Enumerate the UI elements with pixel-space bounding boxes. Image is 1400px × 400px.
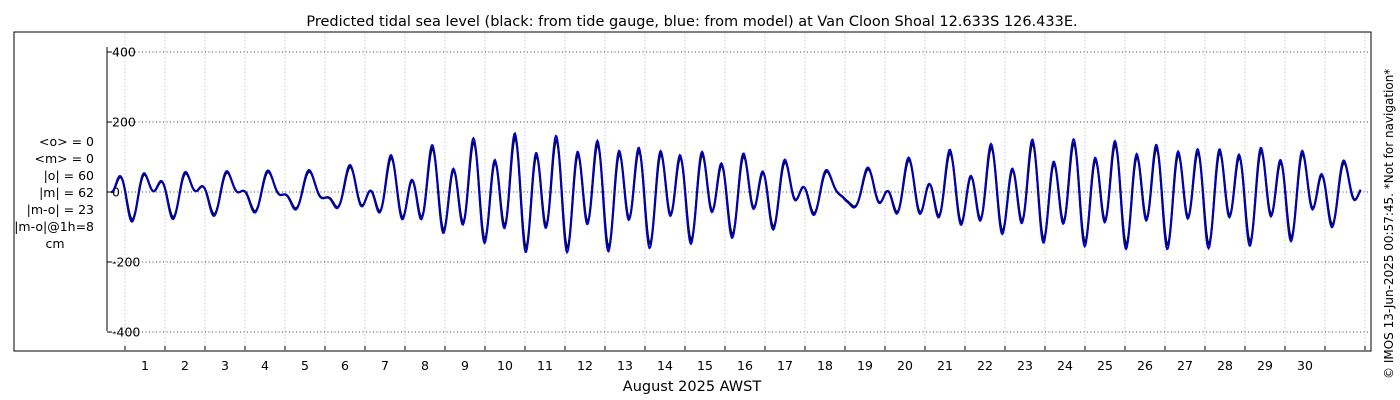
x-tick-label: 24 bbox=[1057, 358, 1073, 373]
x-tick-label: 16 bbox=[737, 358, 753, 373]
x-tick-label: 1 bbox=[141, 358, 149, 373]
x-tick-label: 5 bbox=[301, 358, 309, 373]
x-tick-label: 4 bbox=[261, 358, 269, 373]
x-tick-label: 23 bbox=[1017, 358, 1033, 373]
x-tick-label: 27 bbox=[1177, 358, 1193, 373]
x-tick-label: 11 bbox=[537, 358, 553, 373]
x-tick-label: 20 bbox=[897, 358, 913, 373]
stat-mean-model: <m> = 0 bbox=[34, 151, 95, 166]
x-tick-label: 9 bbox=[461, 358, 469, 373]
x-tick-label: 30 bbox=[1297, 358, 1313, 373]
x-tick-label: 28 bbox=[1217, 358, 1233, 373]
x-tick-label: 26 bbox=[1137, 358, 1153, 373]
stat-abs-diff-1h: |m-o|@1h=8 bbox=[14, 219, 94, 234]
y-tick-label: 200 bbox=[112, 115, 136, 130]
chart-title: Predicted tidal sea level (black: from t… bbox=[306, 14, 1077, 30]
x-tick-label: 10 bbox=[497, 358, 513, 373]
x-tick-label: 14 bbox=[657, 358, 673, 373]
x-tick-label: 6 bbox=[341, 358, 349, 373]
x-tick-label: 2 bbox=[181, 358, 189, 373]
x-tick-label: 29 bbox=[1257, 358, 1273, 373]
stats-panel: <o> = 0 <m> = 0 |o| = 60 |m| = 62 |m-o| … bbox=[10, 133, 120, 252]
side-note: © IMOS 13-Jun-2025 00:57:45. *Not for na… bbox=[1382, 69, 1396, 379]
x-tick-label: 18 bbox=[817, 358, 833, 373]
x-tick-label: 19 bbox=[857, 358, 873, 373]
plot-frame bbox=[13, 31, 1372, 352]
x-tick-label: 13 bbox=[617, 358, 633, 373]
stat-mean-observed: <o> = 0 bbox=[39, 134, 94, 149]
x-axis-ticks: 1 2 3 4 5 6 7 8 9 10 11 12 13 14 15 16 17 18 19 20 21 22 23 24 2… bbox=[124, 346, 1366, 373]
x-tick-label: 17 bbox=[777, 358, 793, 373]
y-tick-label: -400 bbox=[112, 325, 140, 340]
series-model-line bbox=[111, 131, 1362, 255]
x-tick-label: 22 bbox=[977, 358, 993, 373]
y-tick-label: 400 bbox=[112, 45, 136, 60]
x-tick-label: 15 bbox=[697, 358, 713, 373]
x-tick-label: 3 bbox=[221, 358, 229, 373]
stat-unit: cm bbox=[45, 236, 65, 251]
x-tick-label: 8 bbox=[421, 358, 429, 373]
stat-abs-diff: |m-o| = 23 bbox=[26, 202, 94, 217]
x-tick-label: 7 bbox=[381, 358, 389, 373]
x-tick-label: 25 bbox=[1097, 358, 1113, 373]
series-layer bbox=[110, 131, 1362, 255]
y-tick-label: 0 bbox=[112, 185, 120, 200]
vertical-gridlines bbox=[124, 33, 1366, 350]
x-tick-label: 21 bbox=[937, 358, 953, 373]
stat-abs-observed: |o| = 60 bbox=[43, 168, 94, 183]
stat-abs-model: |m| = 62 bbox=[39, 185, 94, 200]
y-tick-label: -200 bbox=[112, 255, 140, 270]
y-axis-ticks: -400 -200 0 200 400 bbox=[107, 45, 140, 340]
x-axis-label: August 2025 AWST bbox=[623, 379, 762, 395]
x-tick-label: 12 bbox=[577, 358, 593, 373]
